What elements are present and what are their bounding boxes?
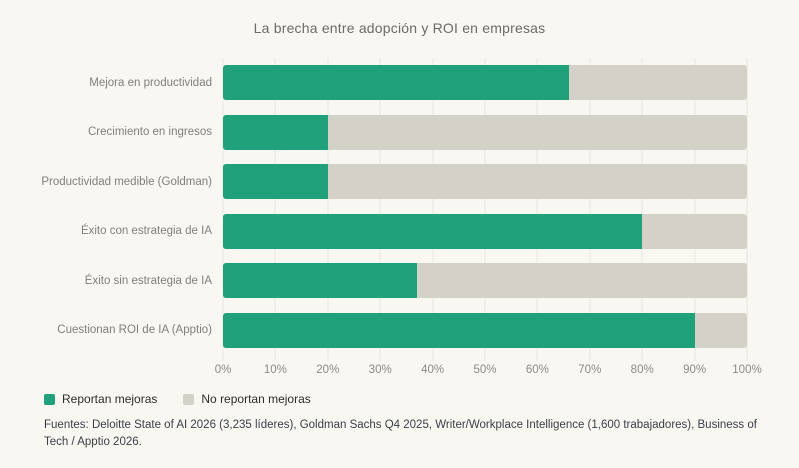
legend-item[interactable]: No reportan mejoras <box>183 392 311 406</box>
legend-label: No reportan mejoras <box>201 392 311 406</box>
gridline <box>379 58 381 361</box>
x-tick-label: 0% <box>214 364 232 376</box>
x-tick-label: 10% <box>263 364 287 376</box>
category-label: Crecimiento en ingresos <box>87 126 212 139</box>
bar-row <box>223 65 747 101</box>
gridline <box>484 58 486 361</box>
gridline <box>432 58 434 361</box>
category-label: Éxito sin estrategia de IA <box>84 274 212 287</box>
x-tick-label: 40% <box>421 364 445 376</box>
legend-swatch <box>183 393 195 405</box>
gridline <box>694 58 696 361</box>
legend-swatch <box>44 393 55 405</box>
bar-row <box>223 164 747 200</box>
bar-segment-no-reportan <box>327 164 747 200</box>
bar-segment-no-reportan <box>642 213 747 249</box>
bar-segment-no-reportan <box>327 114 747 150</box>
x-tick-label: 90% <box>683 364 707 376</box>
chart-title: La brecha entre adopción y ROI en empres… <box>253 20 546 36</box>
plot-area <box>222 58 748 361</box>
category-label: Éxito con estrategia de IA <box>80 225 212 238</box>
bar-segment-reportan <box>223 213 643 249</box>
source-footer: Fuentes: Deloitte State of AI 2026 (3,23… <box>44 419 757 448</box>
gridline <box>274 58 276 361</box>
gridline <box>746 58 748 361</box>
bar-segment-no-reportan <box>568 65 747 101</box>
legend: Reportan mejoras No reportan mejoras <box>44 392 311 406</box>
bar-row <box>223 114 747 150</box>
x-tick-label: 60% <box>525 364 549 376</box>
gridline <box>222 58 224 361</box>
x-tick-label: 20% <box>316 364 340 376</box>
bar-segment-reportan <box>223 312 695 348</box>
x-tick-label: 30% <box>368 364 392 376</box>
bar-segment-no-reportan <box>694 312 747 348</box>
bar-segment-reportan <box>223 164 328 200</box>
legend-label: Reportan mejoras <box>62 392 158 406</box>
bar-row <box>223 312 747 348</box>
x-axis-ticks: 0% 10% 20% 30% 40% 50% 60% 70% 80% 90% 100% <box>215 364 762 380</box>
category-label: Cuestionan ROI de IA (Apptio) <box>57 324 212 337</box>
x-tick-label: 50% <box>473 364 497 376</box>
bar-segment-reportan <box>223 65 569 101</box>
bar-row <box>223 263 747 299</box>
gridline <box>641 58 643 361</box>
category-label: Productividad medible (Goldman) <box>41 175 212 188</box>
bar-segment-no-reportan <box>416 263 747 299</box>
gridline <box>589 58 591 361</box>
bar-row <box>223 213 747 249</box>
bar-segment-reportan <box>223 114 328 150</box>
category-label: Mejora en productividad <box>89 76 212 89</box>
x-tick-label: 80% <box>630 364 654 376</box>
gridline <box>327 58 329 361</box>
category-labels: Mejora en productividad Crecimiento en in… <box>0 58 212 355</box>
x-tick-label: 70% <box>578 364 602 376</box>
x-tick-label: 100% <box>732 364 762 376</box>
legend-item[interactable]: Reportan mejoras <box>44 392 157 406</box>
bar-segment-reportan <box>223 263 417 299</box>
gridline <box>536 58 538 361</box>
